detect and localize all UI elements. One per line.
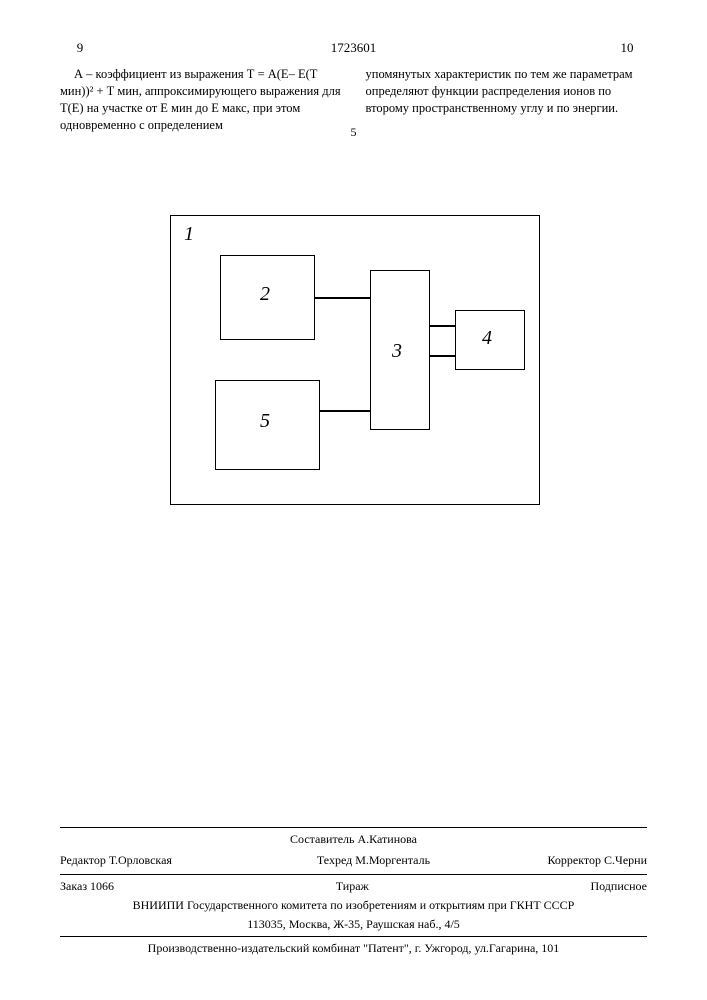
- node-label-3: 3: [392, 340, 402, 363]
- subscribe-label: Подписное: [590, 879, 647, 894]
- divider: [60, 827, 647, 828]
- order-number: Заказ 1066: [60, 879, 114, 894]
- block-diagram: 1 2 5 3 4: [170, 215, 540, 505]
- node-label-5: 5: [260, 410, 270, 433]
- techred-name: М.Моргенталь: [355, 853, 430, 867]
- divider: [60, 936, 647, 937]
- tirazh-label: Тираж: [336, 879, 369, 894]
- margin-line-number: 5: [351, 125, 357, 140]
- corrector-name: С.Черни: [604, 853, 647, 867]
- page-number-left: 9: [60, 40, 100, 56]
- left-column-text: А – коэффициент из выражения Т = А(Е– Е(…: [60, 66, 342, 134]
- compiler-line: Составитель А.Катинова: [60, 832, 647, 847]
- address2-line: Производственно-издательский комбинат "П…: [60, 941, 647, 956]
- page-number-right: 10: [607, 40, 647, 56]
- divider: [60, 874, 647, 875]
- connector: [430, 355, 455, 357]
- editor-name: Т.Орловская: [109, 853, 172, 867]
- credits-row: Редактор Т.Орловская Техред М.Моргенталь…: [60, 853, 647, 868]
- node-label-4: 4: [482, 327, 492, 350]
- page: 9 1723601 10 А – коэффициент из выражени…: [0, 0, 707, 1000]
- right-column-text: упомянутых характеристик по тем же пара­…: [366, 66, 648, 134]
- header-row: 9 1723601 10: [60, 40, 647, 56]
- techred-cell: Техред М.Моргенталь: [260, 853, 487, 868]
- editor-cell: Редактор Т.Орловская: [60, 853, 260, 868]
- node-label-1: 1: [184, 223, 194, 246]
- node-label-2: 2: [260, 283, 270, 306]
- order-row: Заказ 1066 Тираж Подписное: [60, 879, 647, 894]
- org-line: ВНИИПИ Государственного комитета по изоб…: [60, 898, 647, 913]
- address1-line: 113035, Москва, Ж-35, Раушская наб., 4/5: [60, 917, 647, 932]
- connector: [430, 325, 455, 327]
- editor-label: Редактор: [60, 853, 106, 867]
- connector: [315, 297, 370, 299]
- connector: [320, 410, 370, 412]
- corrector-label: Корректор: [548, 853, 602, 867]
- body-columns: А – коэффициент из выражения Т = А(Е– Е(…: [60, 66, 647, 134]
- techred-label: Техред: [317, 853, 352, 867]
- corrector-cell: Корректор С.Черни: [487, 853, 647, 868]
- patent-number: 1723601: [100, 40, 607, 56]
- footer-block: Составитель А.Катинова Редактор Т.Орловс…: [60, 823, 647, 960]
